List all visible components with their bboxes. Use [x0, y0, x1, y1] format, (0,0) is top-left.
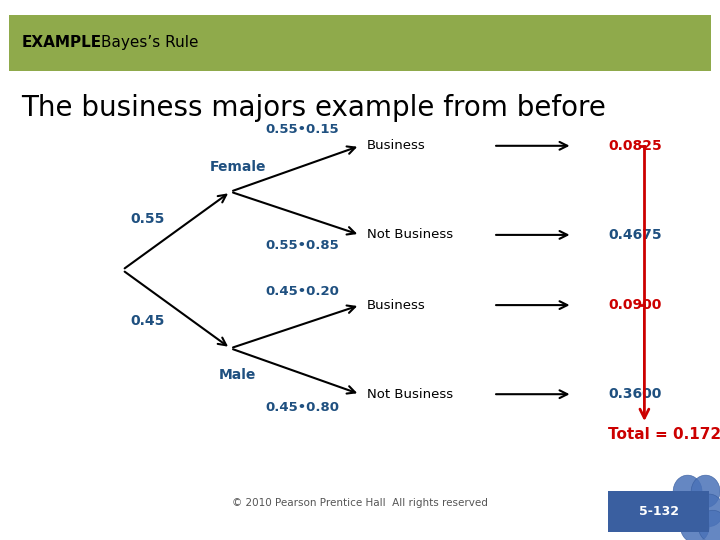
- Text: 0.3600: 0.3600: [608, 387, 662, 401]
- Text: 0.45•0.20: 0.45•0.20: [266, 285, 339, 298]
- Text: Bayes’s Rule: Bayes’s Rule: [101, 36, 198, 50]
- Ellipse shape: [691, 475, 720, 508]
- Text: 0.55: 0.55: [130, 212, 165, 226]
- Bar: [9, 15, 711, 71]
- Text: 0.45: 0.45: [130, 314, 165, 328]
- Text: 0.55•0.15: 0.55•0.15: [266, 123, 339, 136]
- Ellipse shape: [677, 494, 706, 526]
- Text: 0.45•0.80: 0.45•0.80: [266, 401, 339, 414]
- Text: Not Business: Not Business: [367, 388, 454, 401]
- Text: Male: Male: [219, 368, 256, 382]
- Text: 0.4675: 0.4675: [608, 228, 662, 242]
- Text: The business majors example from before: The business majors example from before: [22, 94, 606, 122]
- Text: Female: Female: [210, 160, 266, 174]
- Text: 0.55•0.85: 0.55•0.85: [266, 239, 339, 252]
- Bar: [608, 491, 709, 532]
- Text: Business: Business: [367, 139, 426, 152]
- Text: Total = 0.1725: Total = 0.1725: [608, 427, 720, 442]
- Text: EXAMPLE: EXAMPLE: [22, 36, 102, 50]
- Ellipse shape: [680, 510, 709, 540]
- Text: Business: Business: [367, 299, 426, 312]
- Text: 0.0825: 0.0825: [608, 139, 662, 153]
- Ellipse shape: [695, 494, 720, 526]
- Ellipse shape: [698, 510, 720, 540]
- Text: Not Business: Not Business: [367, 228, 454, 241]
- Ellipse shape: [673, 475, 702, 508]
- Text: 5-132: 5-132: [639, 505, 679, 518]
- Text: 0.0900: 0.0900: [608, 298, 662, 312]
- Text: © 2010 Pearson Prentice Hall  All rights reserved: © 2010 Pearson Prentice Hall All rights …: [232, 498, 488, 508]
